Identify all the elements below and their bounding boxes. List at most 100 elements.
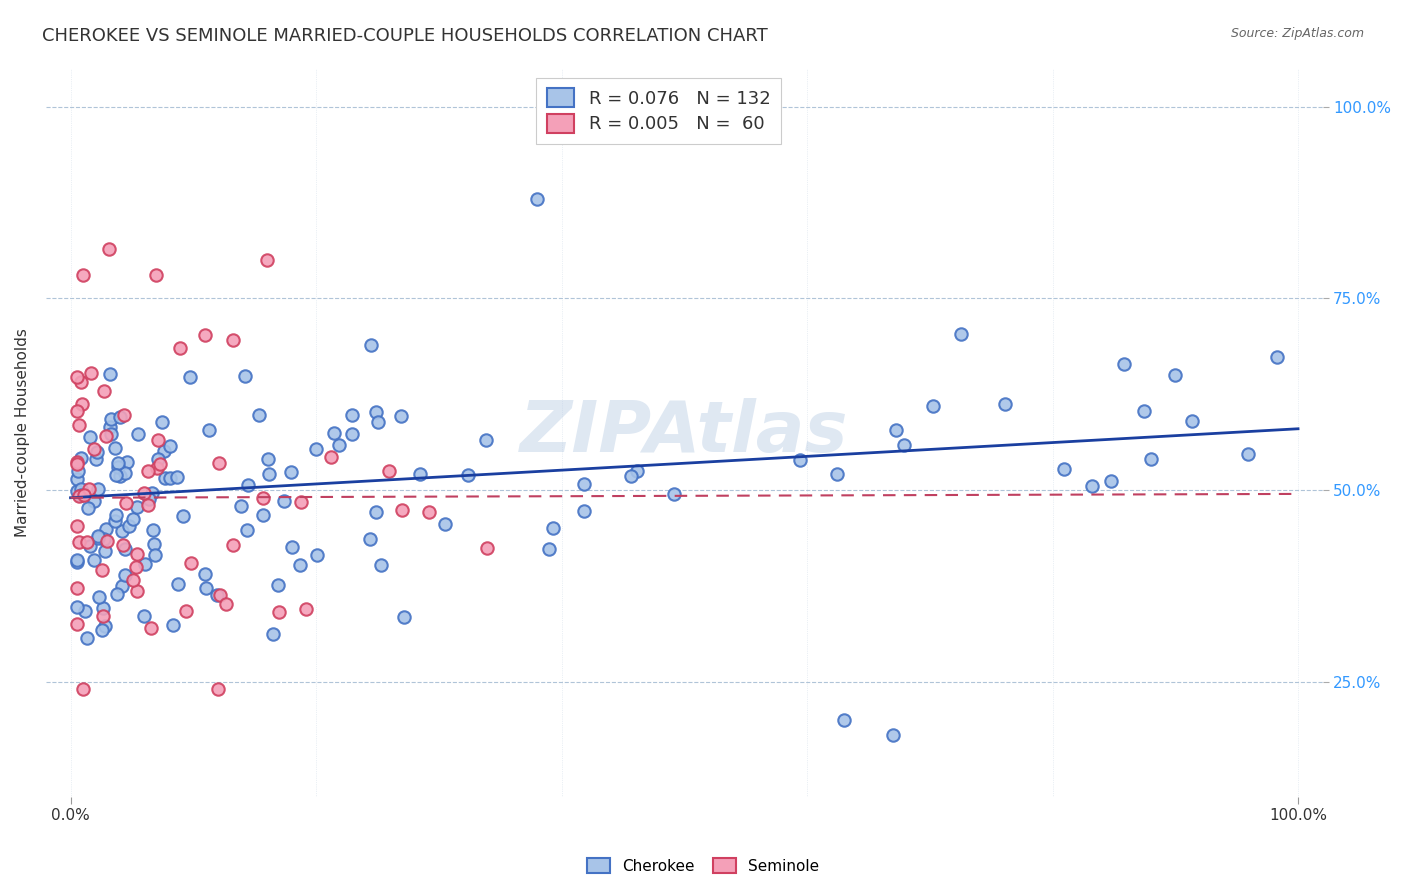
Point xyxy=(66,369,89,384)
Text: CHEROKEE VS SEMINOLE MARRIED-COUPLE HOUSEHOLDS CORRELATION CHART: CHEROKEE VS SEMINOLE MARRIED-COUPLE HOUS… xyxy=(42,27,768,45)
Point xyxy=(66,581,89,595)
Point xyxy=(267,605,290,619)
Point xyxy=(91,601,114,615)
Point xyxy=(367,415,389,429)
Point xyxy=(127,426,149,441)
Point xyxy=(94,544,117,558)
Point xyxy=(86,528,108,542)
Point xyxy=(366,505,388,519)
Point xyxy=(105,467,128,482)
Point xyxy=(93,619,115,633)
Point xyxy=(162,617,184,632)
Point xyxy=(148,433,170,447)
Point xyxy=(294,602,316,616)
Point xyxy=(66,464,89,478)
Point xyxy=(141,486,163,500)
Point xyxy=(122,512,145,526)
Point xyxy=(209,589,232,603)
Point xyxy=(66,555,89,569)
Point xyxy=(125,584,148,599)
Point xyxy=(67,417,90,432)
Point xyxy=(921,399,943,413)
Point xyxy=(574,477,596,491)
Point xyxy=(104,508,127,522)
Point xyxy=(1081,479,1104,493)
Point xyxy=(67,489,90,503)
Point xyxy=(231,500,253,514)
Point xyxy=(136,498,159,512)
Point xyxy=(418,505,440,519)
Point xyxy=(93,384,115,399)
Point xyxy=(620,469,643,483)
Point xyxy=(180,556,202,570)
Point xyxy=(664,487,686,501)
Point xyxy=(132,485,155,500)
Point xyxy=(125,500,148,514)
Point xyxy=(104,514,127,528)
Point xyxy=(1112,357,1135,371)
Point xyxy=(433,516,456,531)
Point xyxy=(79,430,101,444)
Point xyxy=(378,464,401,478)
Point xyxy=(91,609,114,624)
Point xyxy=(98,419,121,434)
Point xyxy=(80,366,103,380)
Point xyxy=(215,597,238,611)
Point xyxy=(360,338,382,352)
Point xyxy=(198,423,221,437)
Point xyxy=(222,333,245,347)
Point xyxy=(366,405,388,419)
Point xyxy=(886,423,908,437)
Point xyxy=(166,470,188,484)
Point xyxy=(125,547,148,561)
Point xyxy=(77,483,100,497)
Point xyxy=(73,488,96,502)
Point xyxy=(66,617,89,632)
Point xyxy=(107,460,129,475)
Point xyxy=(77,501,100,516)
Point xyxy=(252,491,274,506)
Point xyxy=(290,494,312,508)
Point xyxy=(76,631,98,645)
Point xyxy=(83,494,105,508)
Point xyxy=(247,408,270,422)
Point xyxy=(370,558,392,572)
Point xyxy=(98,242,121,256)
Point xyxy=(193,566,215,581)
Point xyxy=(323,426,346,441)
Point xyxy=(87,531,110,545)
Point xyxy=(172,508,194,523)
Point xyxy=(169,342,191,356)
Point xyxy=(72,682,94,697)
Point xyxy=(174,604,197,618)
Point xyxy=(104,441,127,455)
Point xyxy=(67,535,90,549)
Point xyxy=(153,443,176,458)
Point xyxy=(1133,404,1156,418)
Point xyxy=(66,553,89,567)
Point xyxy=(236,523,259,537)
Point xyxy=(626,464,648,478)
Point xyxy=(457,468,479,483)
Point xyxy=(125,559,148,574)
Point xyxy=(1181,414,1204,428)
Text: Source: ZipAtlas.com: Source: ZipAtlas.com xyxy=(1230,27,1364,40)
Point xyxy=(789,453,811,467)
Point xyxy=(256,253,278,268)
Point xyxy=(359,532,381,546)
Point xyxy=(281,541,304,555)
Point xyxy=(86,445,108,459)
Point xyxy=(108,410,131,425)
Point xyxy=(167,577,190,591)
Point xyxy=(70,375,93,389)
Point xyxy=(409,467,432,482)
Point xyxy=(236,478,259,492)
Point xyxy=(572,504,595,518)
Point xyxy=(93,532,115,546)
Point xyxy=(149,457,172,471)
Point xyxy=(107,456,129,470)
Point xyxy=(136,464,159,478)
Point xyxy=(105,587,128,601)
Point xyxy=(537,541,560,556)
Point xyxy=(70,482,93,496)
